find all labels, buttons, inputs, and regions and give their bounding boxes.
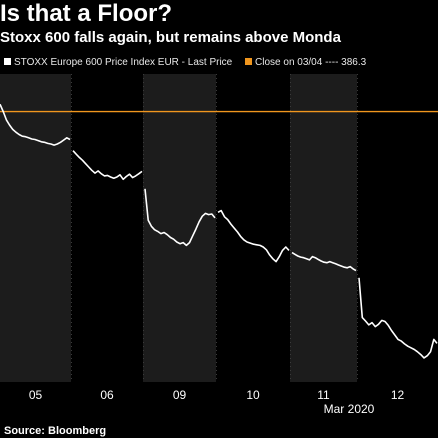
legend-label-price: STOXX Europe 600 Price Index EUR - Last … [14,57,233,68]
x-axis: 05 06 09 10 11 12 Mar 2020 [29,388,405,416]
price-line-session-05 [0,103,71,146]
x-tick-label: 09 [173,388,187,402]
chart-title: Is that a Floor? [0,0,173,27]
x-tick-label: 11 [317,388,330,402]
source-note: Source: Bloomberg [4,425,107,437]
series-group [0,103,438,359]
legend-swatch-price [4,57,11,65]
x-tick-label: 12 [391,388,405,402]
session-bands [0,74,357,382]
legend-item-reference: Close on 03/04 ---- 386.3 [245,56,366,70]
x-tick-label: 05 [29,388,43,402]
legend-swatch-reference [245,57,253,65]
session-band [0,74,71,382]
gridlines [71,74,358,382]
x-tick-label: 10 [246,388,260,402]
x-tick-label: 06 [100,388,114,402]
price-line-session-06 [72,150,143,181]
chart-legend: STOXX Europe 600 Price Index EUR - Last … [0,56,438,70]
session-band [143,74,216,382]
price-line-session-09 [144,188,216,247]
price-line-session-11 [291,251,357,272]
session-band [290,74,357,382]
x-axis-sublabel: Mar 2020 [324,402,375,416]
legend-item-price: STOXX Europe 600 Price Index EUR - Last … [4,56,232,70]
chart-subtitle: Stoxx 600 falls again, but remains above… [0,29,341,46]
price-line-session-12 [358,277,438,359]
legend-label-reference: Close on 03/04 ---- 386.3 [255,57,367,68]
price-line-session-10 [217,209,290,263]
